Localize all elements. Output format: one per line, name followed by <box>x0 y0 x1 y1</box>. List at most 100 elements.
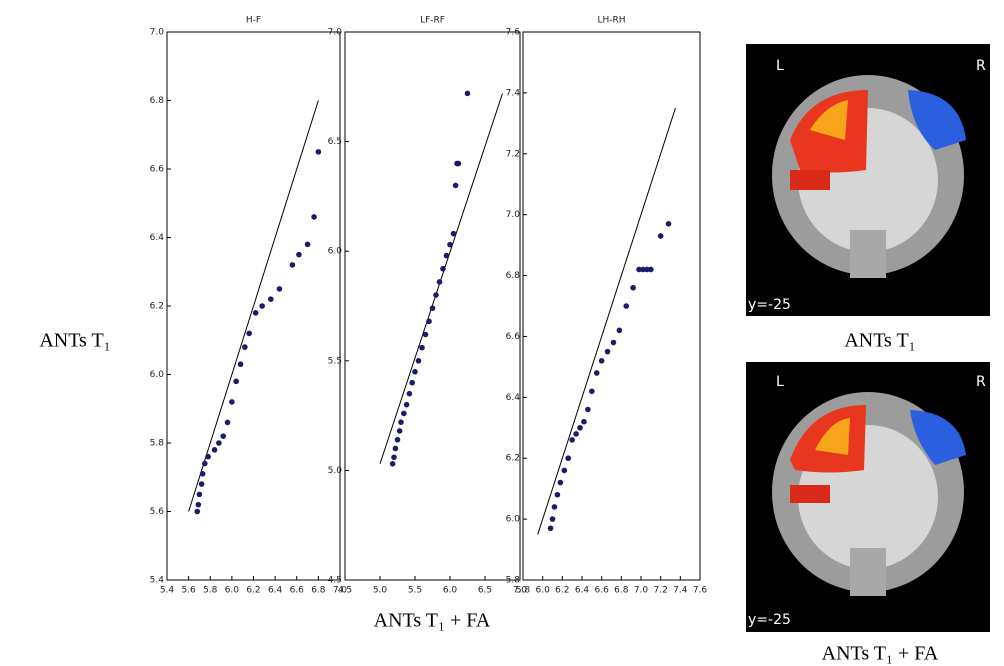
point <box>450 230 457 237</box>
image-marker: L <box>776 374 784 390</box>
x-tick-label: 6.5 <box>478 586 492 596</box>
point <box>569 437 575 443</box>
point <box>565 455 572 462</box>
y-tick-label: 7.0 <box>506 210 521 220</box>
x-tick-label: 6.8 <box>614 586 629 596</box>
y-tick-label: 5.4 <box>150 576 165 586</box>
point <box>211 447 218 453</box>
image-caption: ANTs T₁ <box>844 330 915 352</box>
point <box>259 303 265 309</box>
point <box>589 388 595 395</box>
image-marker: L <box>776 58 784 74</box>
chart-title: LF-RF <box>420 16 445 26</box>
x-tick-label: 5.8 <box>203 586 218 596</box>
point <box>426 318 432 325</box>
reference-line <box>537 107 676 535</box>
y-tick-label: 5.8 <box>150 439 165 449</box>
point <box>573 431 579 437</box>
x-tick-label: 7.0 <box>333 586 348 596</box>
point <box>648 266 654 273</box>
y-tick-label: 6.8 <box>150 96 165 106</box>
x-tick-label: 6.0 <box>536 586 551 596</box>
x-tick-label: 4.5 <box>338 586 352 596</box>
point <box>229 399 235 405</box>
slice-label: y=-25 <box>748 297 791 313</box>
x-tick-label: 6.6 <box>290 586 305 596</box>
y-tick-label: 5.6 <box>150 507 165 517</box>
y-tick-label: 6.0 <box>506 515 521 525</box>
y-tick-label: 7.0 <box>150 28 165 38</box>
point <box>198 481 205 487</box>
point <box>224 419 231 426</box>
y-tick-label: 6.6 <box>150 165 165 175</box>
point <box>199 471 206 477</box>
x-tick-label: 6.6 <box>595 586 610 596</box>
x-tick-label: 5.4 <box>160 586 175 596</box>
point <box>593 370 600 376</box>
point <box>412 368 418 375</box>
point <box>216 440 222 446</box>
point <box>598 358 605 364</box>
point <box>455 160 462 167</box>
point <box>196 491 203 498</box>
x-tick-label: 6.4 <box>268 586 283 596</box>
point <box>406 390 413 397</box>
point <box>394 436 401 443</box>
point <box>464 90 471 97</box>
point <box>415 358 422 364</box>
x-tick-label: 7.0 <box>513 586 528 596</box>
point <box>554 491 561 498</box>
y-tick-label: 4.5 <box>328 576 342 586</box>
point <box>604 348 611 355</box>
y-tick-label: 5.8 <box>506 576 521 586</box>
y-tick-label: 5.5 <box>328 356 342 366</box>
row-label: ANTs T₁ <box>39 330 110 352</box>
point <box>577 424 583 431</box>
point <box>233 378 239 385</box>
y-tick-label: 7.4 <box>506 88 521 98</box>
y-tick-label: 7.0 <box>328 28 343 38</box>
point <box>616 327 623 334</box>
point <box>549 516 556 522</box>
point <box>447 241 453 248</box>
point <box>311 214 317 220</box>
point <box>630 284 636 291</box>
point <box>289 262 296 268</box>
x-tick-label: 5.5 <box>408 586 422 596</box>
x-tick-label: 7.0 <box>634 586 649 596</box>
point <box>561 467 568 474</box>
y-tick-label: 6.4 <box>150 233 165 243</box>
y-tick-label: 7.2 <box>506 149 520 159</box>
point <box>436 279 443 285</box>
reference-line <box>379 93 503 464</box>
point <box>391 454 397 461</box>
image-caption: ANTs T₁ + FA <box>822 643 939 665</box>
reference-line <box>188 100 319 512</box>
point <box>636 266 642 273</box>
point <box>623 303 630 309</box>
y-tick-label: 6.4 <box>506 393 521 403</box>
point <box>440 265 446 272</box>
y-tick-label: 6.0 <box>150 370 165 380</box>
point <box>551 504 558 510</box>
point <box>547 525 554 532</box>
point <box>205 453 211 460</box>
point <box>220 433 227 439</box>
point <box>429 305 436 311</box>
point <box>242 344 248 350</box>
point <box>433 292 439 298</box>
x-tick-label: 6.2 <box>246 586 260 596</box>
x-tick-label: 6.2 <box>555 586 569 596</box>
point <box>252 310 259 316</box>
point <box>389 461 396 467</box>
point <box>581 418 587 425</box>
point <box>315 149 322 155</box>
image-marker: R <box>976 374 986 390</box>
slice-label: y=-25 <box>748 612 791 628</box>
point <box>422 331 429 338</box>
axis-caption: ANTs T₁ + FA <box>374 610 491 632</box>
point <box>665 221 672 227</box>
y-tick-label: 6.5 <box>328 137 342 147</box>
point <box>296 251 302 258</box>
